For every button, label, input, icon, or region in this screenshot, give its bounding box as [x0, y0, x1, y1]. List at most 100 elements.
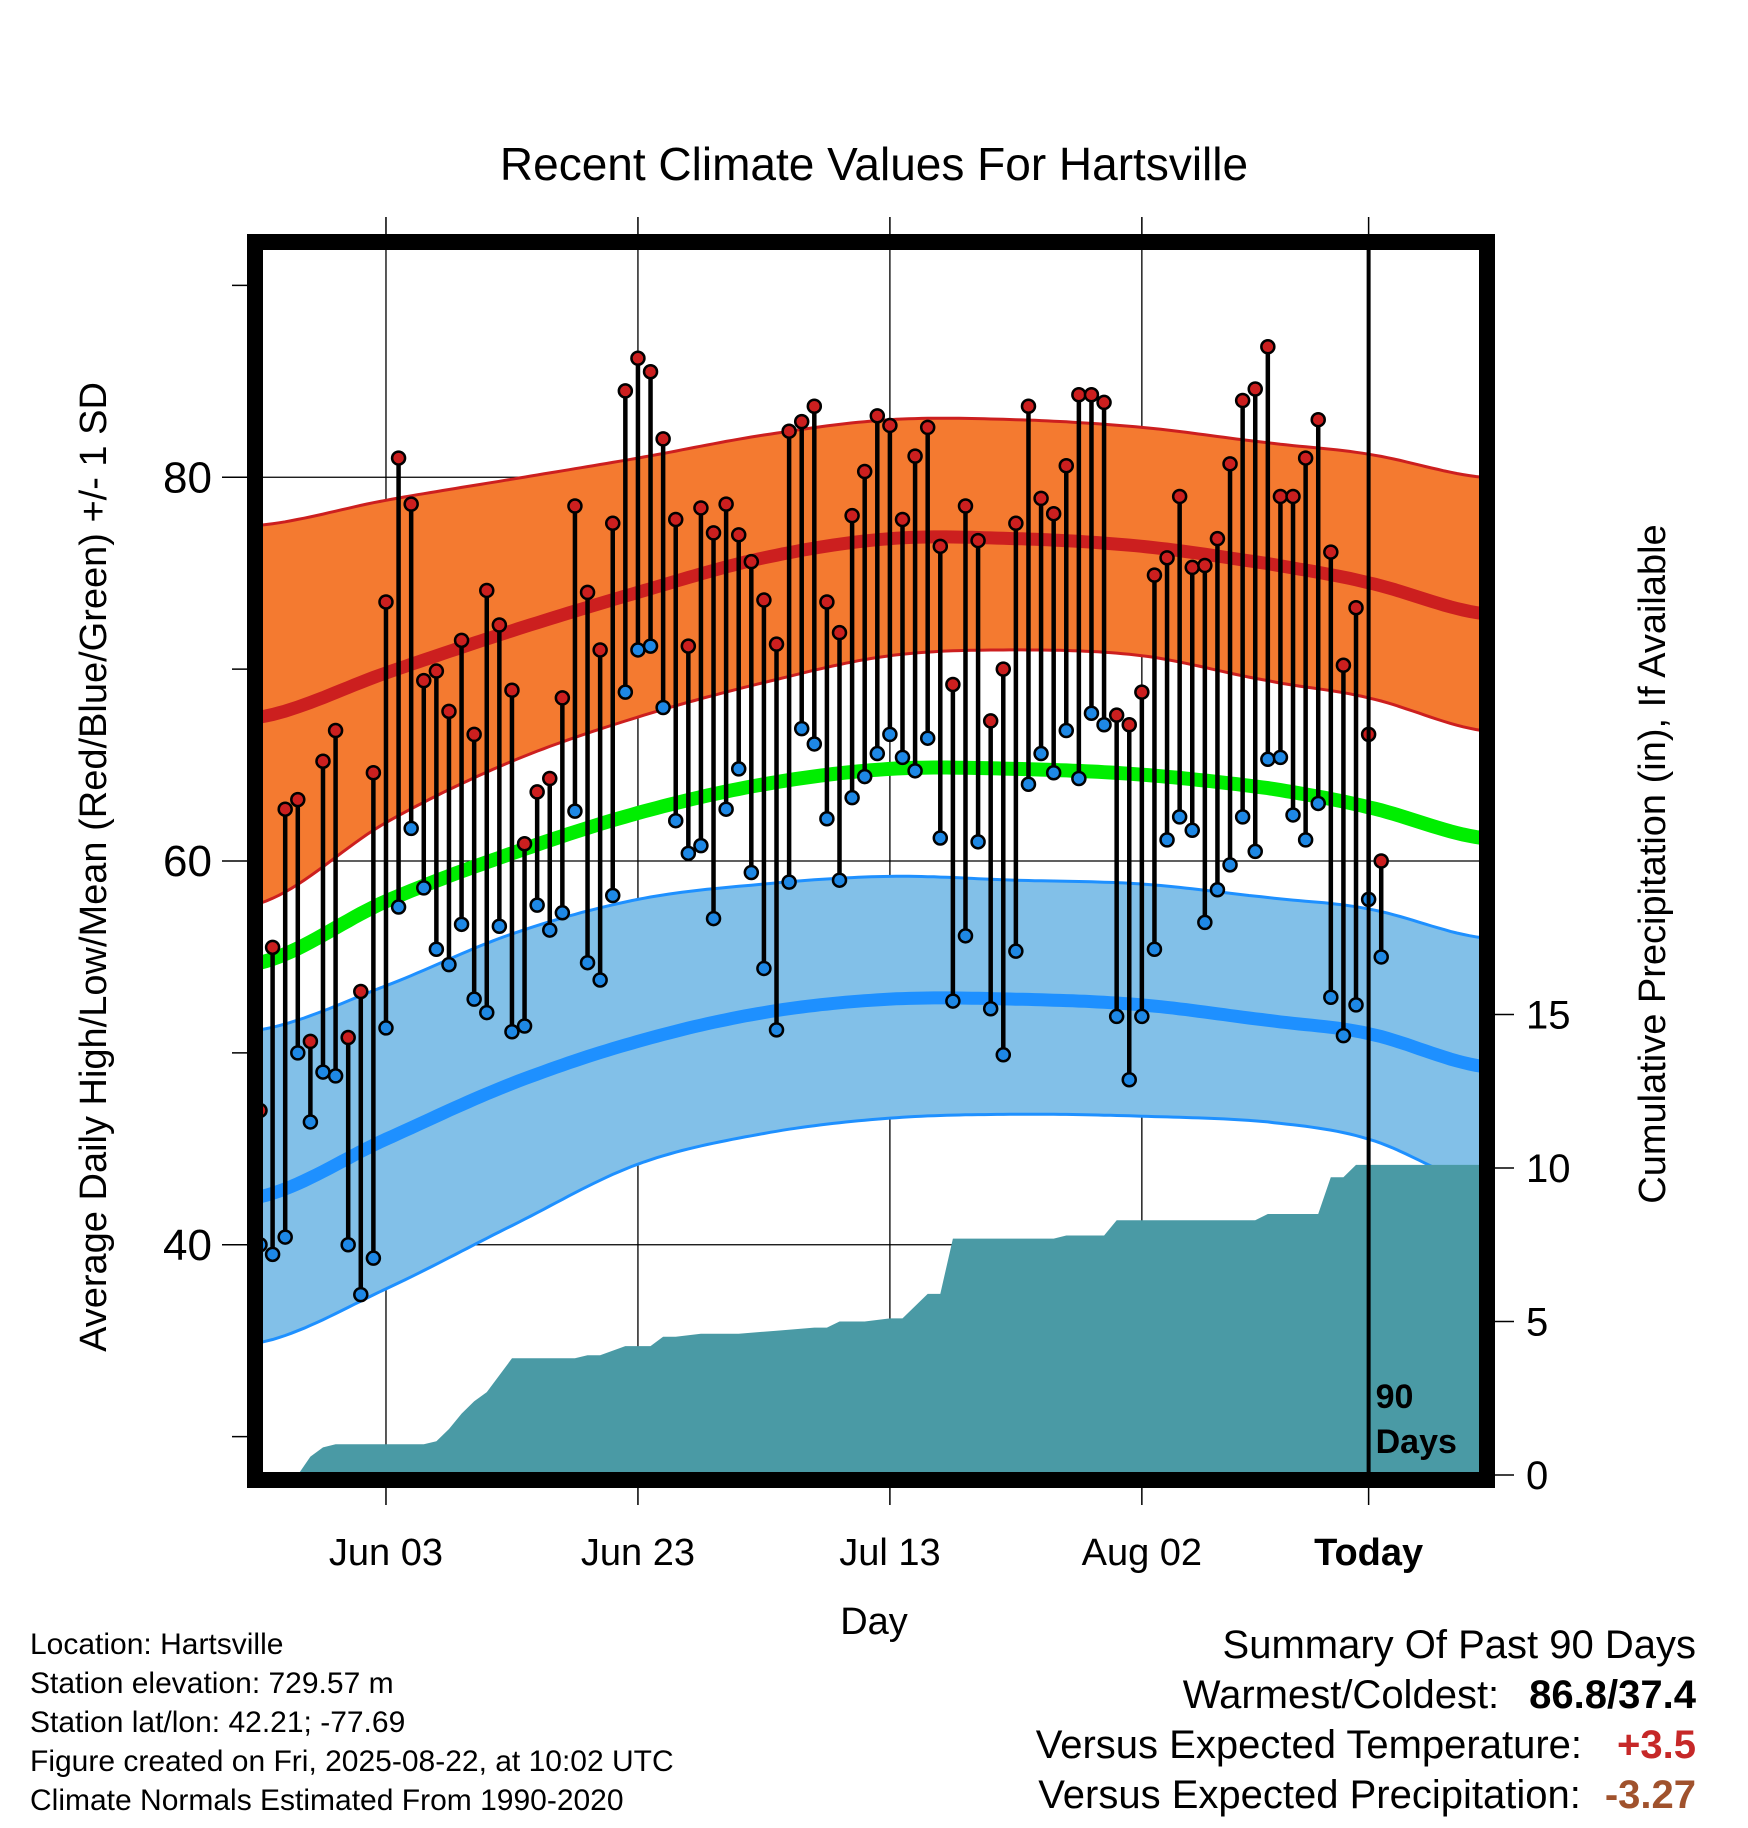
- high-point: [1297, 450, 1314, 466]
- low-point: [1285, 807, 1301, 823]
- y2-tick-label: 5: [1526, 1301, 1548, 1345]
- high-point: [705, 525, 722, 541]
- low-point: [1146, 941, 1163, 958]
- low-point: [1272, 749, 1289, 766]
- y-tick-label: 80: [163, 453, 212, 502]
- low-point: [529, 897, 545, 913]
- high-point: [617, 383, 634, 399]
- high-point: [1335, 657, 1352, 674]
- low-point: [831, 872, 848, 888]
- low-point: [957, 928, 974, 944]
- low-point: [730, 761, 747, 777]
- low-point: [453, 916, 470, 933]
- low-point: [667, 812, 684, 829]
- low-point: [542, 922, 558, 938]
- high-point: [1348, 599, 1364, 616]
- low-point: [869, 745, 886, 762]
- high-point: [1171, 488, 1188, 505]
- y2-tick-label: 0: [1526, 1454, 1548, 1498]
- high-point: [1260, 339, 1276, 355]
- high-point: [1045, 505, 1062, 522]
- high-point: [1272, 488, 1289, 505]
- low-point: [290, 1045, 306, 1061]
- high-point: [932, 538, 949, 555]
- low-point: [516, 1018, 533, 1034]
- high-point: [264, 939, 281, 956]
- low-point: [1209, 882, 1226, 898]
- high-point: [378, 594, 394, 610]
- high-point: [680, 638, 697, 654]
- low-point: [894, 749, 911, 766]
- temp-row: Versus Expected Temperature: +3.5: [1036, 1720, 1696, 1770]
- high-point: [1020, 398, 1037, 415]
- low-point: [1310, 795, 1326, 812]
- high-point: [491, 617, 508, 633]
- low-point: [1335, 1027, 1352, 1044]
- high-point: [327, 722, 344, 739]
- low-point: [1134, 1008, 1150, 1025]
- high-point: [479, 582, 495, 599]
- high-point: [353, 983, 369, 1000]
- high-point: [919, 419, 936, 436]
- high-point: [882, 417, 898, 434]
- y2-axis-label: Cumulative Precipitation (in), If Availa…: [1632, 524, 1674, 1203]
- x-tick-label: Jun 23: [581, 1532, 695, 1574]
- low-point: [693, 837, 709, 854]
- low-point: [579, 954, 596, 971]
- precip-row: Versus Expected Precipitation: -3.27: [1036, 1770, 1696, 1820]
- low-point: [365, 1250, 382, 1266]
- low-point: [592, 972, 608, 988]
- station-info: Location: Hartsville Station elevation: …: [30, 1625, 674, 1820]
- low-point: [995, 1047, 1012, 1063]
- low-point: [743, 864, 760, 881]
- high-point: [756, 592, 772, 608]
- low-point: [302, 1114, 319, 1130]
- low-point: [718, 801, 734, 817]
- high-point: [542, 770, 558, 787]
- low-point: [1096, 717, 1112, 733]
- high-point: [667, 511, 684, 528]
- low-point: [970, 834, 986, 850]
- low-point: [1247, 843, 1263, 860]
- high-point: [453, 632, 470, 649]
- high-point: [604, 515, 621, 532]
- high-point: [416, 672, 432, 689]
- low-point: [781, 874, 797, 890]
- temp-value: +3.5: [1617, 1723, 1696, 1767]
- low-point: [680, 845, 697, 862]
- x-axis-label: Day: [840, 1601, 908, 1643]
- high-point: [1033, 490, 1049, 507]
- high-point: [831, 624, 848, 641]
- low-point: [1222, 857, 1238, 873]
- high-point: [970, 532, 986, 549]
- low-point: [567, 803, 583, 819]
- high-plus-sd-line: [260, 416, 1482, 527]
- temp-label: Versus Expected Temperature:: [1035, 1723, 1582, 1767]
- high-point: [957, 498, 974, 514]
- low-point: [1260, 751, 1276, 768]
- low-point: [882, 726, 898, 743]
- normal-low-line: [260, 991, 1482, 1204]
- high-point: [1071, 386, 1087, 403]
- x-tick-label: Aug 02: [1082, 1532, 1202, 1574]
- warmest-row: Warmest/Coldest: 86.8/37.4: [1036, 1670, 1696, 1720]
- low-point: [1297, 832, 1314, 848]
- high-point: [504, 682, 520, 698]
- axes: Jun 03 Jun 23 Jul 13 Aug 02 Today 40 60 80 0 5 10 1…: [163, 217, 1571, 1574]
- high-point: [592, 642, 608, 658]
- high-point: [1008, 515, 1024, 532]
- high-point: [781, 423, 797, 439]
- low-point: [340, 1237, 356, 1253]
- precip-label: Versus Expected Precipitation:: [1038, 1773, 1581, 1817]
- high-point: [403, 496, 419, 512]
- low-point: [604, 887, 621, 904]
- high-point: [655, 431, 671, 447]
- low-point: [554, 905, 571, 921]
- created-text: Figure created on Fri, 2025-08-22, at 10…: [30, 1745, 674, 1778]
- low-point: [1234, 809, 1251, 825]
- high-sd-band: [260, 418, 1482, 904]
- x-tick-label: Jul 13: [839, 1532, 940, 1574]
- low-point: [844, 789, 860, 806]
- low-point: [768, 1022, 785, 1038]
- low-point: [919, 730, 936, 746]
